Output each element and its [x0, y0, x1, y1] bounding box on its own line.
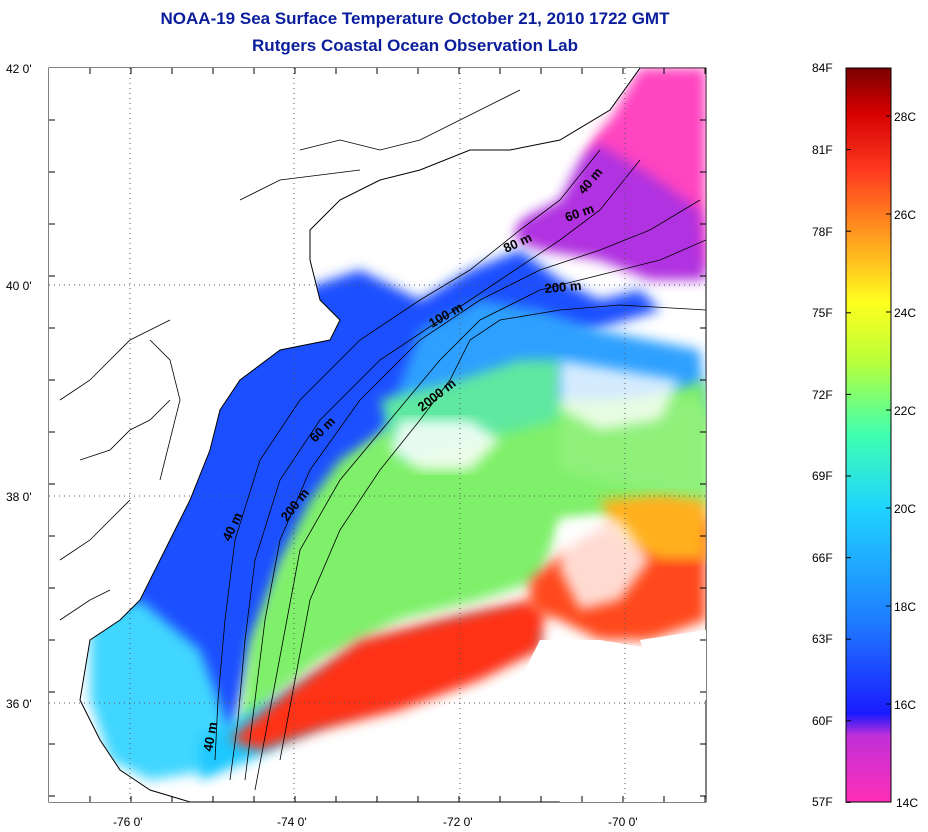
colorbar-label-c: 26C — [894, 208, 917, 222]
colorbar-label-f: 69F — [812, 469, 833, 483]
colorbar — [845, 67, 892, 803]
lat-label-38: 38 0' — [6, 490, 32, 504]
colorbar-label-f: 81F — [812, 143, 833, 157]
colorbar-label-f: 78F — [812, 225, 833, 239]
map-title: NOAA-19 Sea Surface Temperature October … — [160, 9, 670, 28]
axis-ticks — [49, 68, 706, 802]
lon-label-76: -76 0' — [113, 815, 143, 829]
colorbar-label-f: 75F — [812, 306, 833, 320]
colorbar-label-c: 28C — [894, 110, 917, 124]
colorbar-label-f: 66F — [812, 551, 833, 565]
colorbar-label-f: 60F — [812, 714, 833, 728]
colorbar-label-f: 57F — [812, 795, 833, 809]
lat-label-36: 36 0' — [6, 697, 32, 711]
map-subtitle: Rutgers Coastal Ocean Observation Lab — [252, 36, 578, 55]
sst-field — [49, 68, 706, 802]
colorbar-label-c: 20C — [894, 502, 917, 516]
colorbar-label-c: 16C — [894, 698, 917, 712]
depth-label: 40 m — [200, 721, 220, 753]
colorbar-label-f: 63F — [812, 632, 833, 646]
lon-label-70: -70 0' — [608, 815, 638, 829]
depth-label: 200 m — [544, 278, 582, 296]
colorbar-label-c: 18C — [894, 600, 917, 614]
lon-label-74: -74 0' — [277, 815, 307, 829]
colorbar-label-c: 14C — [896, 796, 919, 810]
colorbar-label-f: 72F — [812, 388, 833, 402]
colorbar-label-c: 22C — [894, 404, 917, 418]
lat-label-42: 42 0' — [6, 62, 32, 76]
lat-label-40: 40 0' — [6, 279, 32, 293]
lon-label-72: -72 0' — [443, 815, 473, 829]
colorbar-label-c: 24C — [894, 306, 917, 320]
colorbar-label-f: 84F — [812, 61, 833, 75]
